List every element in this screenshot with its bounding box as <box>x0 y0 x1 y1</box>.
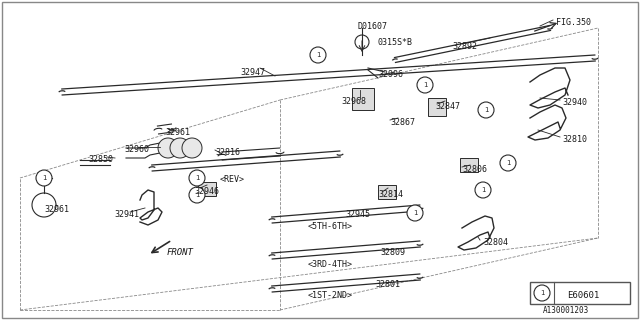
Text: E60601: E60601 <box>567 291 599 300</box>
Text: 32804: 32804 <box>483 238 508 247</box>
Text: 1: 1 <box>540 290 544 296</box>
Text: 1: 1 <box>316 52 320 58</box>
Text: <REV>: <REV> <box>220 175 245 184</box>
Text: 32806: 32806 <box>462 165 487 174</box>
Bar <box>460 158 478 172</box>
Circle shape <box>170 138 190 158</box>
Circle shape <box>355 35 369 49</box>
Text: FRONT: FRONT <box>167 248 194 257</box>
Text: 32810: 32810 <box>562 135 587 144</box>
Circle shape <box>475 182 491 198</box>
Text: 32941: 32941 <box>114 210 139 219</box>
Circle shape <box>189 170 205 186</box>
Text: 32850: 32850 <box>88 155 113 164</box>
Bar <box>198 182 216 196</box>
Text: 1: 1 <box>423 82 428 88</box>
Text: 32814: 32814 <box>378 190 403 199</box>
Circle shape <box>310 47 326 63</box>
Text: 1: 1 <box>195 192 199 198</box>
Text: 1: 1 <box>506 160 510 166</box>
Text: 32946: 32946 <box>194 187 219 196</box>
Text: 1: 1 <box>195 175 199 181</box>
Text: 32960: 32960 <box>124 145 149 154</box>
Circle shape <box>32 193 56 217</box>
Text: 32816: 32816 <box>215 148 240 157</box>
Text: 32961: 32961 <box>44 205 69 214</box>
Text: 32945: 32945 <box>345 210 370 219</box>
Text: <5TH-6TH>: <5TH-6TH> <box>308 222 353 231</box>
Text: 1: 1 <box>413 210 417 216</box>
Text: 32996: 32996 <box>378 70 403 79</box>
Text: 1: 1 <box>481 187 485 193</box>
Circle shape <box>500 155 516 171</box>
Text: 32968: 32968 <box>341 97 366 106</box>
Text: 1: 1 <box>42 175 46 181</box>
Text: 32867: 32867 <box>390 118 415 127</box>
Text: D01607: D01607 <box>358 22 388 31</box>
Circle shape <box>417 77 433 93</box>
Circle shape <box>478 102 494 118</box>
Circle shape <box>36 170 52 186</box>
Text: 1: 1 <box>484 107 488 113</box>
Text: 32947: 32947 <box>240 68 265 77</box>
Text: 32847: 32847 <box>435 102 460 111</box>
Text: 32809: 32809 <box>380 248 405 257</box>
Bar <box>378 185 396 199</box>
Text: 32801: 32801 <box>375 280 400 289</box>
Circle shape <box>189 187 205 203</box>
Text: A130001203: A130001203 <box>543 306 589 315</box>
Text: FIG.350: FIG.350 <box>556 18 591 27</box>
Circle shape <box>407 205 423 221</box>
Text: 32940: 32940 <box>562 98 587 107</box>
Text: <3RD-4TH>: <3RD-4TH> <box>308 260 353 269</box>
Text: 32961: 32961 <box>165 128 190 137</box>
Bar <box>428 98 446 116</box>
Text: 32892: 32892 <box>452 42 477 51</box>
Bar <box>352 88 374 110</box>
Bar <box>530 282 630 304</box>
Circle shape <box>534 285 550 301</box>
Text: <1ST-2ND>: <1ST-2ND> <box>308 291 353 300</box>
Circle shape <box>158 138 178 158</box>
Circle shape <box>182 138 202 158</box>
Text: 0315S*B: 0315S*B <box>378 38 413 47</box>
Circle shape <box>358 38 365 45</box>
